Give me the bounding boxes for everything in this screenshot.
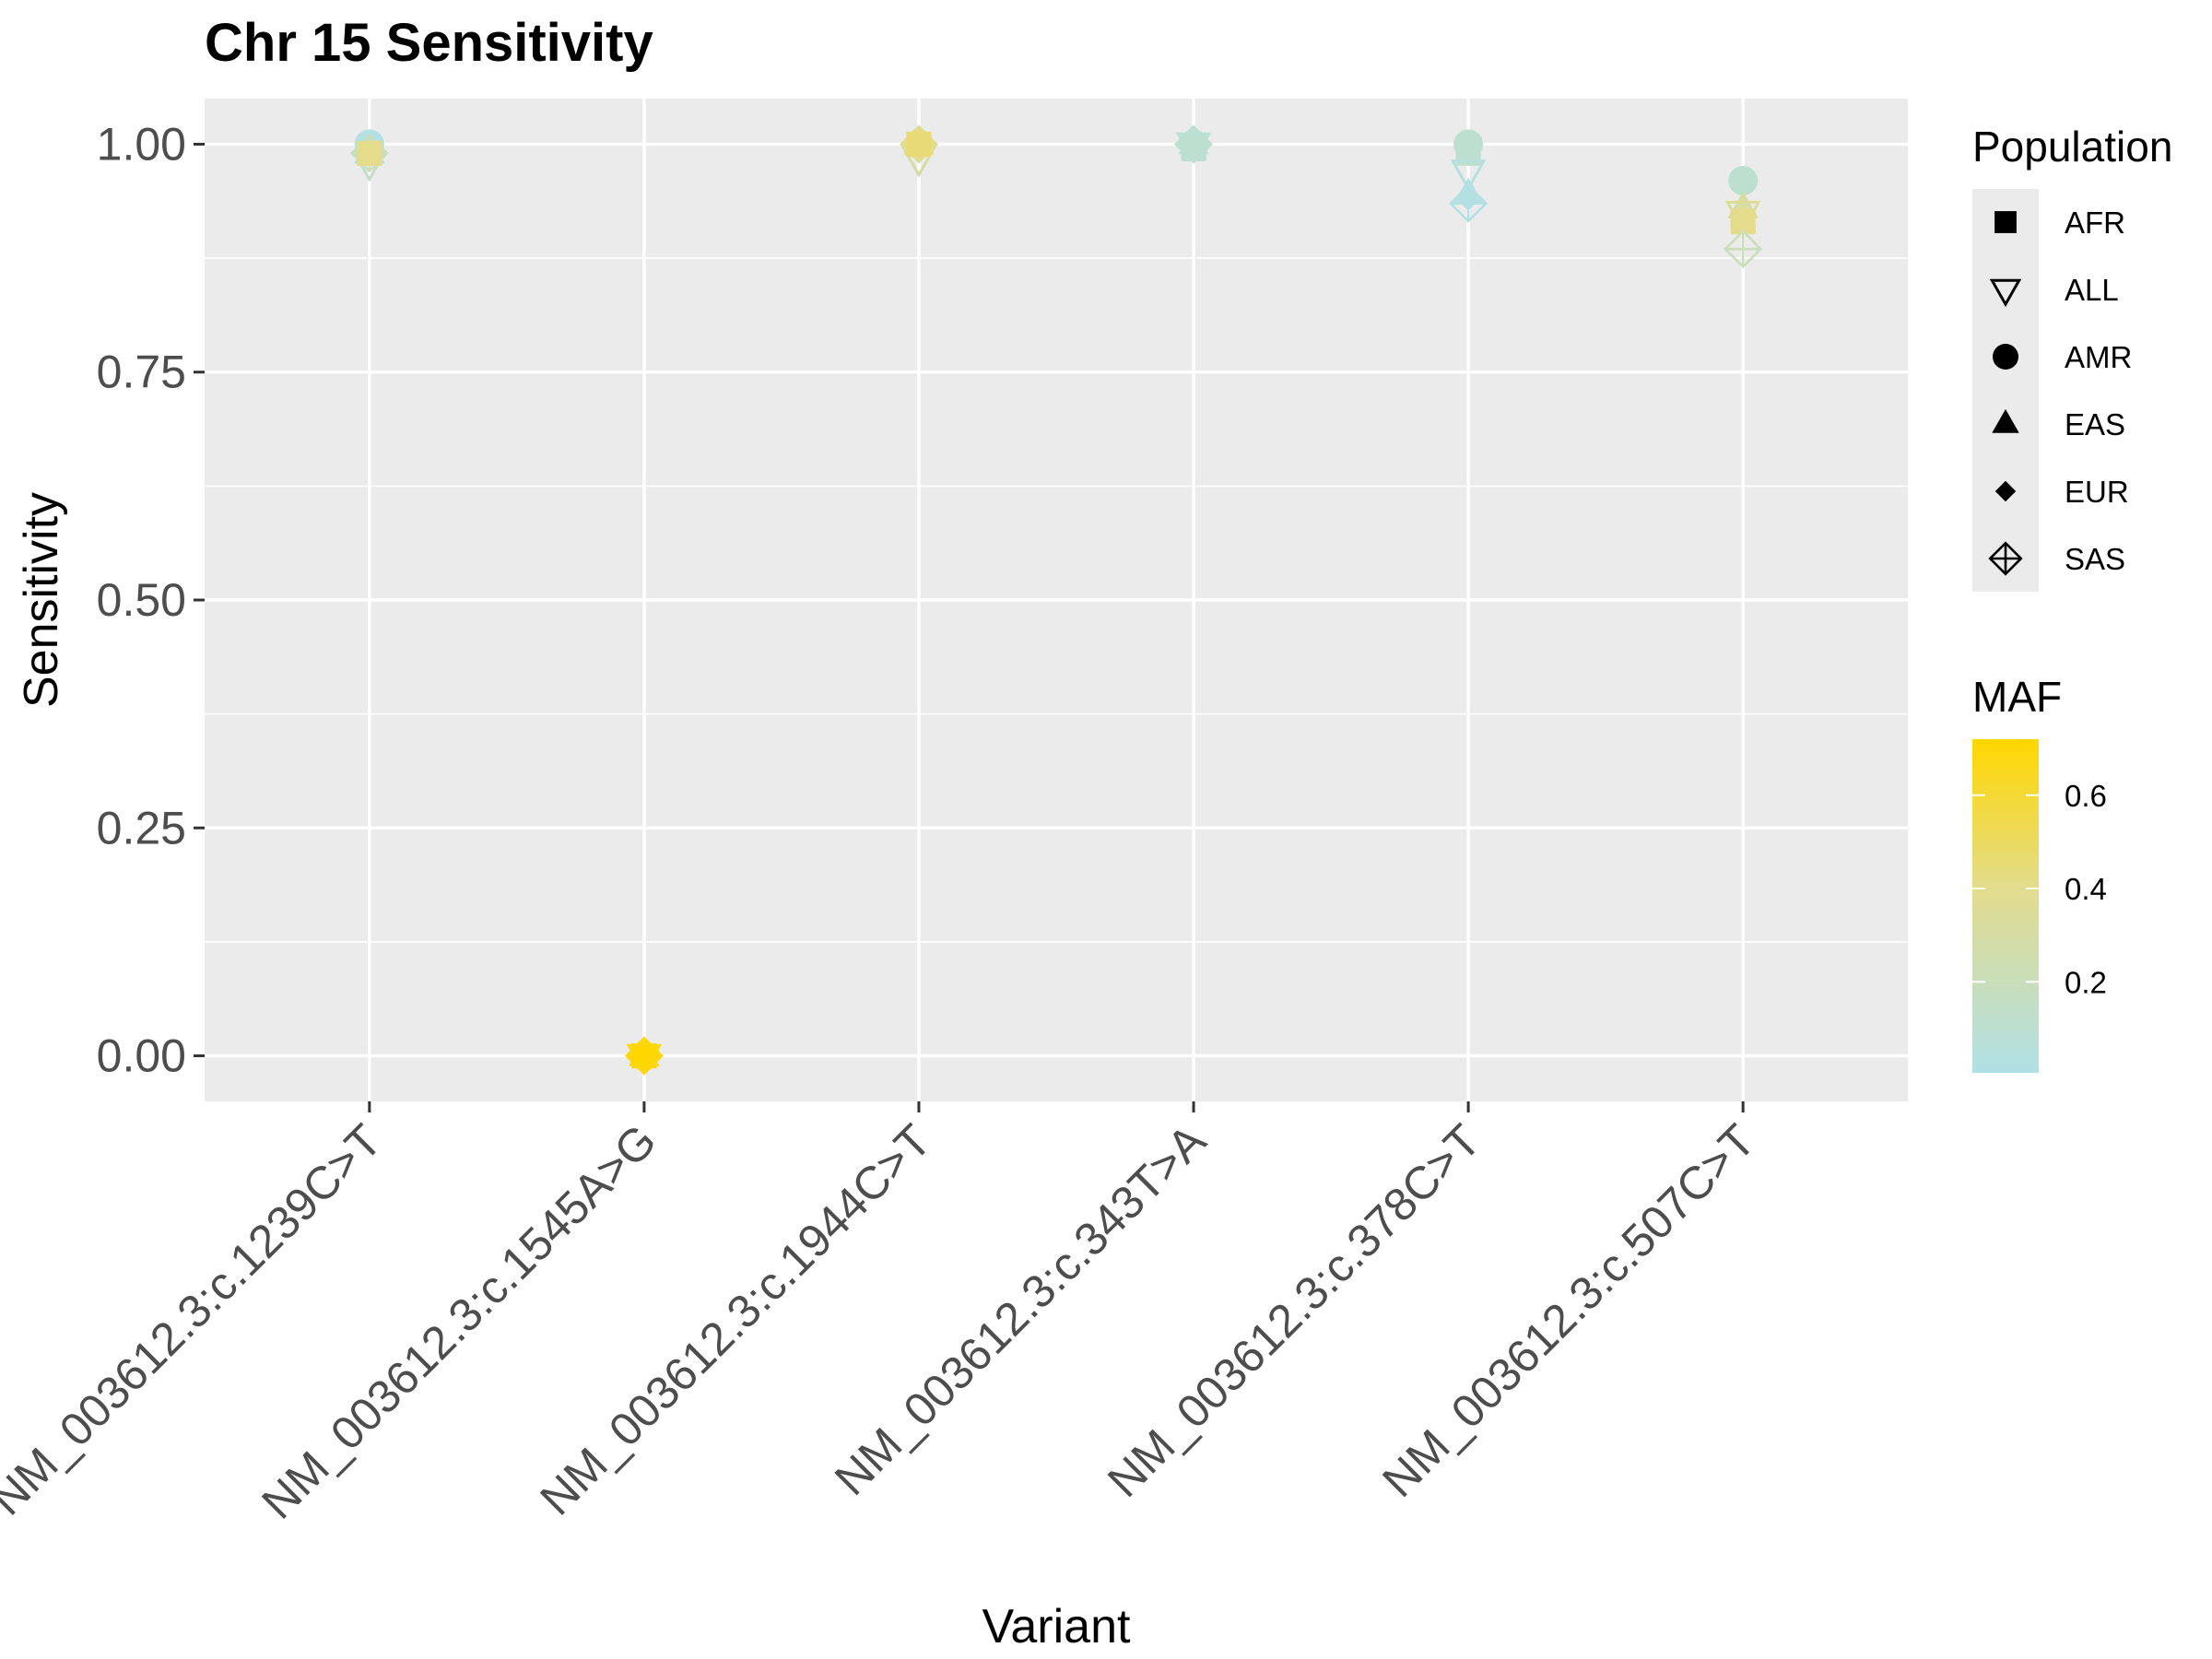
population-legend: Population AFR ALL AMR EAS EUR SAS bbox=[1972, 123, 2172, 592]
y-axis-title: Sensitivity bbox=[15, 492, 68, 708]
maf-legend-title: MAF bbox=[1972, 673, 2062, 721]
data-point-afr bbox=[906, 131, 932, 158]
maf-colorbar bbox=[1972, 739, 2039, 1073]
y-tick-label: 0.75 bbox=[97, 347, 186, 398]
x-axis: NM_003612.3:c.1239C>TNM_003612.3:c.1545A… bbox=[0, 1101, 1765, 1529]
y-tick-label: 1.00 bbox=[97, 118, 186, 170]
chart-title: Chr 15 Sensitivity bbox=[205, 13, 653, 73]
legend-key-amr bbox=[1993, 344, 2018, 370]
maf-tick-label: 0.4 bbox=[2065, 872, 2107, 906]
data-point-sas bbox=[1449, 183, 1488, 223]
legend-label-afr: AFR bbox=[2065, 206, 2125, 240]
data-point-afr bbox=[631, 1042, 657, 1069]
data-point-amr bbox=[1728, 166, 1759, 196]
grid-lines bbox=[205, 99, 1908, 1101]
legend-label-eas: EAS bbox=[2065, 407, 2125, 441]
data-points bbox=[349, 124, 1763, 1076]
legend-label-amr: AMR bbox=[2065, 340, 2132, 374]
population-legend-entries: AFR ALL AMR EAS EUR SAS bbox=[1988, 206, 2132, 576]
legend-label-sas: SAS bbox=[2065, 542, 2125, 576]
maf-tick-label: 0.2 bbox=[2065, 965, 2107, 999]
data-point-all bbox=[1450, 159, 1487, 192]
data-point-sas bbox=[1724, 229, 1763, 269]
legend-key-eas bbox=[1992, 408, 2019, 433]
data-point-afr bbox=[1181, 135, 1206, 161]
maf-legend-ticks: 0.2 0.4 0.6 bbox=[1972, 779, 2107, 999]
data-point-afr bbox=[357, 140, 382, 166]
maf-tick-label: 0.6 bbox=[2065, 779, 2107, 813]
y-tick-label: 0.00 bbox=[97, 1030, 186, 1082]
legend-label-eur: EUR bbox=[2065, 475, 2129, 509]
x-axis-title: Variant bbox=[982, 1600, 1131, 1653]
population-legend-title: Population bbox=[1972, 123, 2172, 171]
legend-key-eur bbox=[1994, 480, 2017, 502]
maf-legend: MAF 0.2 0.4 0.6 bbox=[1972, 673, 2107, 1073]
y-tick-label: 0.25 bbox=[97, 802, 186, 853]
legend-label-all: ALL bbox=[2065, 273, 2119, 307]
population-legend-key-background bbox=[1972, 189, 2039, 592]
legend-key-all bbox=[1989, 278, 2022, 308]
legend-key-afr bbox=[1994, 211, 2017, 233]
y-tick-label: 0.50 bbox=[97, 574, 186, 626]
legend-key-sas bbox=[1988, 541, 2023, 576]
y-axis: 0.00 0.25 0.50 0.75 1.00 bbox=[97, 118, 205, 1082]
